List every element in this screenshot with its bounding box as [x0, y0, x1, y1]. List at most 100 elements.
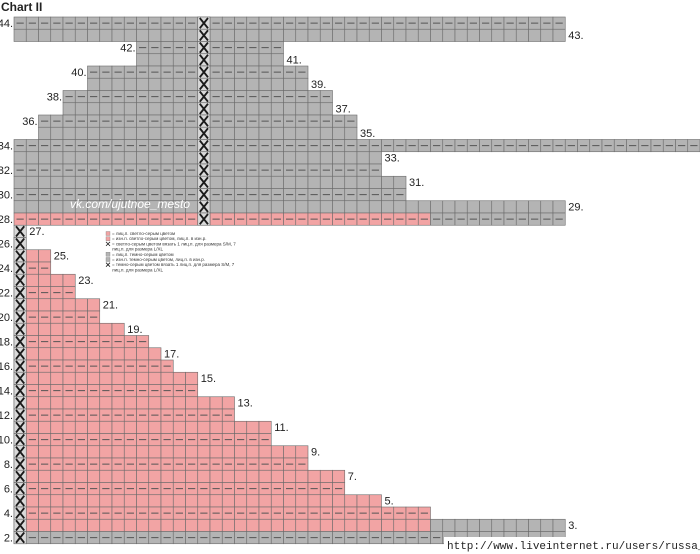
row-label: 20.	[0, 312, 13, 324]
stitch-cell	[25, 494, 39, 508]
stitch-cell	[234, 28, 248, 42]
stitch-cell	[160, 126, 174, 140]
stitch-cell	[74, 126, 88, 140]
stitch-cell	[87, 469, 101, 483]
stitch-cell	[381, 28, 395, 42]
stitch-cell	[25, 396, 39, 410]
stitch-cell	[25, 469, 39, 483]
stitch-cell	[258, 77, 272, 91]
marker-cross	[15, 384, 25, 397]
legend-swatch	[105, 241, 111, 247]
stitch-cell	[136, 518, 150, 532]
marker-cross	[199, 213, 209, 225]
stitch-cell	[148, 53, 162, 67]
stitch-cell	[417, 518, 431, 532]
stitch-cell	[160, 469, 174, 483]
stitch-cell	[319, 102, 333, 116]
stitch-cell	[99, 396, 113, 410]
stitch-cell	[295, 494, 309, 508]
stitch-cell	[221, 200, 235, 214]
stitch-cell	[319, 469, 333, 483]
stitch-cell	[160, 102, 174, 116]
stitch-cell	[197, 445, 211, 459]
stitch-cell	[258, 200, 272, 214]
stitch-cell	[111, 347, 125, 361]
row-label: 2.	[4, 532, 13, 544]
stitch-cell	[50, 200, 64, 214]
stitch-cell	[332, 200, 346, 214]
stitch-cell	[99, 445, 113, 459]
stitch-cell	[111, 371, 125, 385]
stitch-cell	[50, 518, 64, 532]
stitch-cell	[454, 518, 468, 532]
legend-text: = изн.п. темно-серым цветом, лиц.п. в из…	[112, 257, 205, 262]
stitch-cell	[172, 469, 186, 483]
stitch-cell	[270, 126, 284, 140]
stitch-cell	[528, 518, 542, 532]
row-label: 4.	[4, 508, 13, 520]
stitch-cell	[234, 126, 248, 140]
stitch-cell	[25, 371, 39, 385]
stitch-cell	[99, 175, 113, 189]
stitch-cell	[368, 175, 382, 189]
source-url: http://www.liveinternet.ru/users/russa_n…	[447, 541, 700, 553]
stitch-cell	[270, 518, 284, 532]
stitch-cell	[50, 151, 64, 165]
stitch-cell	[25, 200, 39, 214]
marker-cross	[15, 397, 25, 409]
stitch-cell	[209, 518, 223, 532]
stitch-cell	[172, 420, 186, 434]
marker-cross	[199, 90, 209, 103]
stitch-cell	[25, 249, 39, 263]
stitch-cell	[209, 175, 223, 189]
stitch-cell	[234, 151, 248, 165]
stitch-cell	[209, 53, 223, 67]
stitch-cell	[466, 200, 480, 214]
stitch-cell	[430, 28, 444, 42]
stitch-cell	[62, 396, 76, 410]
stitch-cell	[99, 518, 113, 532]
stitch-cell	[38, 298, 52, 312]
stitch-cell	[307, 126, 321, 140]
stitch-cell	[185, 469, 199, 483]
stitch-cell	[62, 298, 76, 312]
marker-cross	[15, 421, 25, 434]
stitch-cell	[234, 518, 248, 532]
stitch-cell	[246, 469, 260, 483]
stitch-cell	[38, 28, 52, 42]
stitch-cell	[197, 469, 211, 483]
stitch-cell	[136, 126, 150, 140]
stitch-cell	[74, 518, 88, 532]
marker-cross	[15, 360, 25, 372]
chart-title: Chart II	[1, 0, 42, 14]
stitch-cell	[344, 126, 358, 140]
stitch-cell	[552, 28, 566, 42]
stitch-cell	[62, 445, 76, 459]
stitch-cell	[393, 200, 407, 214]
stitch-cell	[99, 77, 113, 91]
marker-cross	[15, 433, 25, 446]
stitch-cell	[136, 77, 150, 91]
marker-cross	[199, 201, 209, 213]
marker-cross	[15, 311, 25, 323]
stitch-cell	[283, 126, 297, 140]
stitch-cell	[87, 347, 101, 361]
stitch-cell	[332, 494, 346, 508]
stitch-cell	[62, 126, 76, 140]
stitch-cell	[491, 518, 505, 532]
stitch-cell	[160, 518, 174, 532]
stitch-cell	[405, 200, 419, 214]
stitch-cell	[172, 396, 186, 410]
stitch-cell	[466, 28, 480, 42]
stitch-cell	[307, 102, 321, 116]
stitch-cell	[319, 494, 333, 508]
stitch-cell	[62, 102, 76, 116]
stitch-cell	[62, 151, 76, 165]
stitch-cell	[258, 420, 272, 434]
stitch-cell	[368, 151, 382, 165]
row-label: 22.	[0, 287, 13, 299]
stitch-cell	[197, 518, 211, 532]
stitch-cell	[123, 102, 137, 116]
stitch-cell	[38, 494, 52, 508]
stitch-cell	[38, 322, 52, 336]
